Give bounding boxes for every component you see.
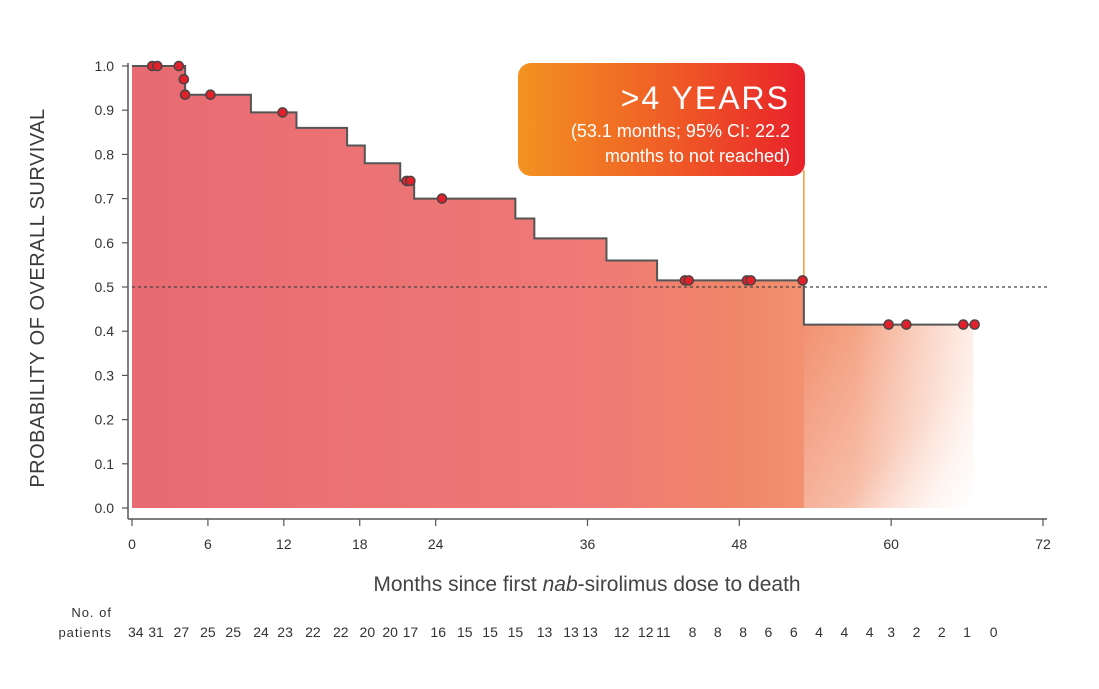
censor-marker xyxy=(205,89,216,101)
risk-count: 25 xyxy=(200,624,216,640)
censor-marker xyxy=(901,319,912,330)
risk-count: 2 xyxy=(938,624,946,640)
censor-marker xyxy=(179,89,191,101)
censor-marker xyxy=(969,319,980,330)
risk-count: 8 xyxy=(689,624,697,640)
risk-table-label-line2: patients xyxy=(58,625,112,640)
x-tick-label: 60 xyxy=(883,536,899,552)
x-tick-label: 0 xyxy=(128,536,136,552)
y-tick-label: 1.0 xyxy=(95,58,115,74)
x-axis-title: Months since first nab-sirolimus dose to… xyxy=(373,573,800,596)
risk-count: 27 xyxy=(174,624,190,640)
y-tick-label: 0.0 xyxy=(95,500,115,516)
y-tick-label: 0.1 xyxy=(95,456,115,472)
risk-count: 12 xyxy=(638,624,654,640)
callout-box xyxy=(518,63,805,176)
x-tick-label: 12 xyxy=(276,536,292,552)
callout-detail-line2: months to not reached) xyxy=(605,146,790,166)
risk-count: 24 xyxy=(253,624,269,640)
risk-count: 15 xyxy=(457,624,473,640)
censor-marker xyxy=(745,275,757,286)
x-axis-title-part1: Months since first xyxy=(373,573,542,596)
x-tick-label: 36 xyxy=(580,536,596,552)
risk-count: 15 xyxy=(508,624,524,640)
censor-marker xyxy=(173,60,185,72)
risk-count: 13 xyxy=(537,624,553,640)
y-tick-label: 0.6 xyxy=(95,235,115,251)
x-tick-label: 6 xyxy=(204,536,212,552)
risk-count: 4 xyxy=(815,624,823,640)
y-tick-label: 0.5 xyxy=(95,279,115,295)
censor-marker xyxy=(277,107,288,118)
censor-markers xyxy=(146,60,980,330)
survival-area-fade xyxy=(803,324,974,508)
risk-count: 20 xyxy=(382,624,398,640)
risk-count: 8 xyxy=(714,624,722,640)
y-axis-title: PROBABILITY OF OVERALL SURVIVAL xyxy=(27,108,49,487)
censor-marker xyxy=(152,60,163,72)
risk-count: 4 xyxy=(840,624,848,640)
risk-count: 8 xyxy=(739,624,747,640)
y-tick-label: 0.3 xyxy=(95,367,115,383)
x-axis-title-italic: nab xyxy=(543,573,578,596)
risk-count: 31 xyxy=(148,624,164,640)
risk-count: 0 xyxy=(990,624,998,640)
risk-table-label-line1: No. of xyxy=(71,605,112,620)
risk-count: 23 xyxy=(277,624,293,640)
median-callout: >4 YEARS (53.1 months; 95% CI: 22.2 mont… xyxy=(518,63,805,176)
risk-table-counts: 34 31 27 25 25 24 23 22 22 20 20 17 16 15 15 15 13 13 13 12… xyxy=(128,624,998,640)
risk-count: 6 xyxy=(765,624,773,640)
risk-count: 22 xyxy=(305,624,321,640)
y-axis-ticks: 0.0 0.1 0.2 0.3 0.4 0.5 0.6 0.7 0.8 0.9 1.0 xyxy=(95,58,128,516)
censor-marker xyxy=(797,275,808,286)
x-tick-label: 48 xyxy=(732,536,748,552)
risk-count: 15 xyxy=(482,624,498,640)
x-axis-title-part2: -sirolimus dose to death xyxy=(578,573,801,596)
callout-headline: >4 YEARS xyxy=(621,80,790,116)
risk-count: 13 xyxy=(582,624,598,640)
censor-marker xyxy=(957,319,969,330)
censor-marker xyxy=(436,193,448,204)
y-tick-label: 0.7 xyxy=(95,191,115,207)
risk-count: 16 xyxy=(430,624,446,640)
censor-marker xyxy=(405,175,416,187)
x-tick-label: 24 xyxy=(428,536,444,552)
y-tick-label: 0.9 xyxy=(95,102,115,118)
y-tick-label: 0.8 xyxy=(95,146,115,162)
x-tick-label: 18 xyxy=(352,536,368,552)
censor-marker xyxy=(883,319,894,330)
risk-count: 22 xyxy=(333,624,349,640)
risk-count: 4 xyxy=(866,624,874,640)
risk-count: 2 xyxy=(913,624,921,640)
censor-marker xyxy=(683,275,695,286)
risk-count: 6 xyxy=(790,624,798,640)
y-tick-label: 0.2 xyxy=(95,412,115,428)
risk-count: 11 xyxy=(656,624,671,640)
risk-count: 12 xyxy=(614,624,630,640)
callout-detail-line1: (53.1 months; 95% CI: 22.2 xyxy=(571,121,790,141)
risk-count: 17 xyxy=(403,624,419,640)
censor-marker xyxy=(178,73,190,85)
risk-count: 1 xyxy=(963,624,971,640)
risk-count: 34 xyxy=(128,624,144,640)
x-axis-ticks: 0 6 12 18 24 36 48 60 72 xyxy=(128,519,1051,552)
risk-count: 3 xyxy=(887,624,895,640)
risk-count: 13 xyxy=(563,624,579,640)
x-tick-label: 72 xyxy=(1035,536,1051,552)
risk-count: 25 xyxy=(225,624,241,640)
y-tick-label: 0.4 xyxy=(95,323,115,339)
risk-count: 20 xyxy=(360,624,376,640)
